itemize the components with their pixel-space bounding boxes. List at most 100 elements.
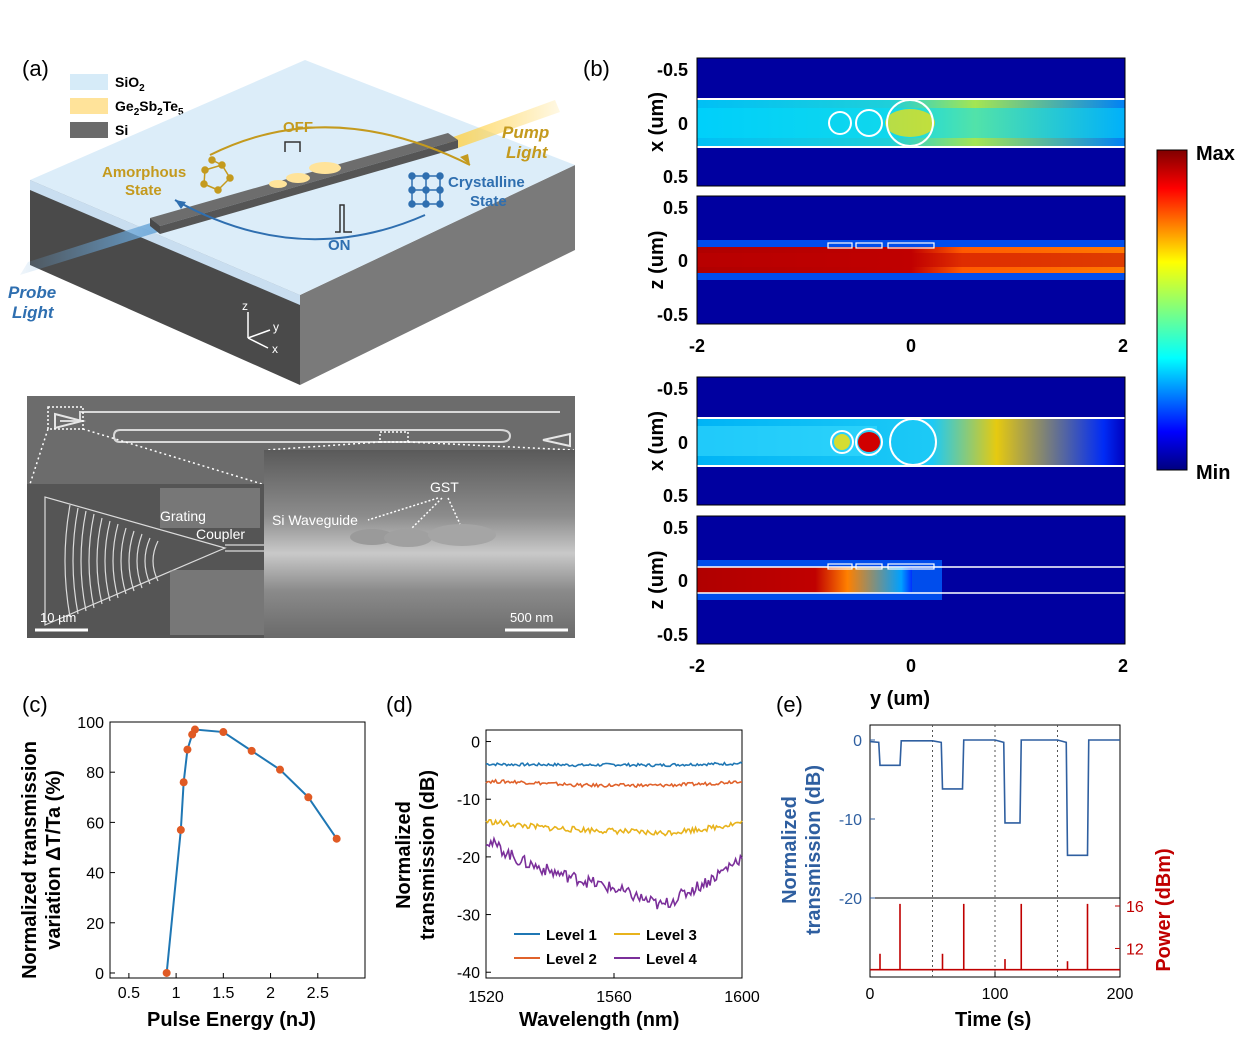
colorbar-gradient: [1156, 149, 1188, 471]
gst-outline-1: [828, 111, 852, 135]
chip-side-face: [300, 165, 575, 385]
chart-d-legend: Level 1 Level 3 Level 2 Level 4: [514, 927, 698, 968]
chart-d-series-line: [485, 778, 743, 789]
pump-beam: [445, 100, 560, 150]
grating-label-line2: Coupler: [196, 526, 245, 542]
off-label: OFF: [283, 119, 313, 136]
crystalline-label-line1: Crystalline: [448, 174, 525, 191]
svg-text:-2: -2: [689, 656, 705, 676]
chart-e-transmission-line: [869, 739, 1120, 857]
svg-text:-0.5: -0.5: [657, 305, 688, 325]
panel-b-label: (b): [583, 56, 610, 81]
chart-d: 1520 1560 1600 0 -10 -20 -30 -40: [457, 729, 760, 1006]
axis-y-label: y: [273, 320, 279, 334]
sem-images: Grating Coupler 10 µm Si Waveguide GST 5…: [27, 396, 575, 638]
svg-text:-0.5: -0.5: [657, 379, 688, 399]
chart-e-ytick-left-label: -20: [839, 891, 862, 908]
legend-level-4: Level 4: [646, 951, 698, 968]
crystalline-lattice-icon: [408, 172, 444, 208]
grating-pixel-fill: [160, 488, 265, 635]
chart-e-ylabel-left-line1: Normalized: [779, 796, 801, 904]
chart-d-ylabel-line2: transmission (dB): [417, 770, 439, 940]
field-map-4: 0.5 0 -0.5 z (um) -2 0 2: [646, 515, 1128, 676]
chart-c-point: [247, 746, 256, 755]
chart-d-ytick-label: 0: [471, 735, 480, 752]
chart-d-xtick-label: 1600: [724, 989, 760, 1006]
map2-ylabel: z (um): [646, 231, 668, 290]
on-pulse-icon: [335, 204, 352, 233]
off-arrow: [209, 126, 471, 166]
chart-c-point: [176, 825, 185, 834]
svg-text:0: 0: [678, 433, 688, 453]
colorbar-min-label: Min: [1196, 462, 1230, 484]
chart-c: 0.5 1 1.5 2 2.5 0 20 40 60 80 100: [77, 715, 366, 1002]
amorphous-label-line1: Amorphous: [102, 164, 186, 181]
si-swatch: [70, 122, 108, 138]
chart-e-ylabel-left-line2: transmission (dB): [803, 765, 825, 935]
chart-c-ytick-label: 60: [86, 815, 104, 832]
legend-level-2: Level 2: [546, 951, 597, 968]
panel-e: (e) 0 100 200 0 -10 -20 16 12 Time (s) Normaliz…: [776, 692, 1175, 1031]
chart-d-ytick-label: -30: [457, 908, 480, 925]
gst-bump-2: [384, 529, 432, 547]
chart-d-ytick-label: -10: [457, 792, 480, 809]
chart-d-ytick-label: -40: [457, 965, 480, 982]
panel-b: (b) -0.5 0 0.5 x (um): [583, 56, 1235, 710]
sio2-swatch: [70, 74, 108, 90]
chart-c-xtick-label: 0.5: [118, 985, 140, 1002]
gst-disk-medium: [286, 173, 310, 183]
chip-sio2-edge: [30, 180, 300, 305]
chart-c-point: [191, 725, 199, 734]
probe-beam: [20, 220, 160, 275]
chart-e-xlabel: Time (s): [955, 1009, 1031, 1031]
chart-e-xtick-label: 0: [866, 986, 875, 1003]
gst-disk-large: [309, 162, 341, 174]
pump-label-line2: Light: [506, 143, 549, 162]
chart-e-ytick-left-label: -10: [839, 812, 862, 829]
gst-outline-2: [855, 109, 883, 137]
chart-c-frame: [109, 721, 366, 979]
panel-d: (d) 1520 1560 1600 0 -10 -20 -30 -40 Wavelength…: [386, 692, 760, 1031]
chart-c-ylabel-line1: Normalized transmission: [19, 741, 41, 979]
chart-c-point: [179, 778, 188, 787]
colorbar: Max Min: [1156, 143, 1235, 484]
chart-c-xtick-label: 2.5: [307, 985, 329, 1002]
svg-text:0.5: 0.5: [663, 167, 688, 187]
panel-a: (a) SiO2 Ge2Sb2Te5 Si: [8, 56, 575, 638]
svg-text:0: 0: [678, 114, 688, 134]
chip-illustration: OFF ON Amorphous State: [8, 60, 575, 385]
axis-x-label: x: [272, 342, 278, 356]
chart-d-series-line: [485, 835, 743, 910]
chart-c-ytick-label: 20: [86, 916, 104, 933]
gst-pointer-arrows: [367, 497, 461, 529]
chart-c-point: [276, 765, 284, 774]
chart-c-point: [219, 728, 228, 737]
chart-c-xtick-label: 1: [172, 985, 181, 1002]
scale-label-left: 10 µm: [40, 610, 76, 625]
chart-e-xtick-label: 200: [1107, 986, 1134, 1003]
chart-c-ytick-label: 40: [86, 866, 104, 883]
si-waveguide-label: Si Waveguide: [272, 512, 358, 528]
svg-text:2: 2: [1118, 656, 1128, 676]
chart-e-ytick-left-label: 0: [853, 733, 862, 750]
panel-e-label: (e): [776, 692, 803, 717]
grating-label-line1: Grating: [160, 508, 206, 524]
grating-arcs: [44, 496, 267, 626]
gst-swatch: [70, 98, 108, 114]
chart-c-xlabel: Pulse Energy (nJ): [147, 1009, 316, 1031]
map1-ylabel: x (um): [646, 92, 668, 152]
amorphous-label-line2: State: [125, 182, 162, 199]
off-pulse-icon: [284, 141, 301, 152]
chart-d-xtick-label: 1560: [596, 989, 632, 1006]
chart-c-xtick-label: 2: [266, 985, 275, 1002]
field-map-3: -0.5 0 0.5 x (um): [646, 376, 1126, 506]
legend-level-1: Level 1: [546, 927, 597, 944]
panel-b-xlabel: y (um): [870, 688, 930, 710]
pump-label-line1: Pump: [502, 123, 549, 142]
chart-c-ytick-label: 0: [95, 966, 104, 983]
chart-e-ytick-right-label: 12: [1126, 941, 1144, 958]
on-arrow: [174, 199, 426, 241]
gst-disk-small: [269, 180, 287, 188]
chart-e-xtick-label: 100: [982, 986, 1009, 1003]
map4-ylabel: z (um): [646, 551, 668, 610]
